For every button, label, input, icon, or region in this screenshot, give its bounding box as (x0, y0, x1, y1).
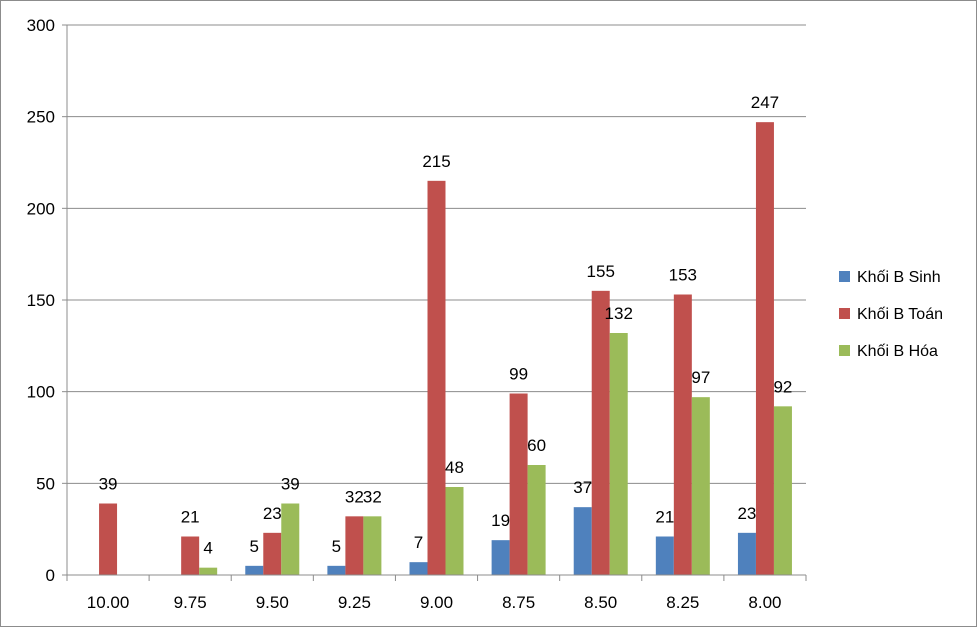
x-tick-label: 8.75 (502, 593, 535, 612)
axes: 0 50 100 150 200 250 300 10.00 9.75 9.50 9.25 9.00 8… (27, 16, 807, 612)
bar (655, 536, 674, 575)
bar (773, 406, 792, 575)
bar (181, 536, 200, 575)
data-label: 32 (363, 487, 382, 506)
bar (527, 465, 546, 575)
bar (409, 562, 428, 575)
x-tick-label: 10.00 (87, 593, 130, 612)
data-label: 23 (263, 504, 282, 523)
data-label: 132 (605, 304, 633, 323)
x-tick-label: 8.50 (584, 593, 617, 612)
legend-swatch (839, 271, 850, 282)
data-label: 247 (751, 93, 779, 112)
data-label: 37 (573, 478, 592, 497)
legend-label: Khối B Hóa (857, 343, 938, 360)
x-tick-label: 9.25 (338, 593, 371, 612)
bar (755, 122, 774, 576)
data-label: 60 (527, 436, 546, 455)
data-label: 7 (414, 533, 423, 552)
y-tick-label: 300 (27, 16, 55, 35)
bar (591, 290, 610, 575)
x-tick-label: 8.25 (666, 593, 699, 612)
data-label: 155 (587, 262, 615, 281)
data-label: 21 (181, 508, 200, 527)
bar (327, 565, 346, 575)
y-tick-label: 50 (36, 474, 55, 493)
x-tick-label: 9.00 (420, 593, 453, 612)
data-label: 23 (737, 504, 756, 523)
legend-swatch (839, 345, 850, 356)
data-labels: 5 5 7 19 37 21 23 39 21 23 32 215 99 155 153 247 4 39 32 48… (99, 93, 793, 558)
bar (691, 397, 710, 575)
y-tick-label: 150 (27, 291, 55, 310)
bar (245, 565, 264, 575)
bar (345, 516, 364, 575)
y-tick-label: 0 (46, 566, 55, 585)
bar (573, 507, 592, 575)
data-label: 32 (345, 487, 364, 506)
bar (609, 333, 628, 575)
data-label: 4 (203, 539, 212, 558)
data-label: 92 (773, 377, 792, 396)
data-label: 99 (509, 365, 528, 384)
bar (363, 516, 382, 575)
data-label: 215 (422, 152, 450, 171)
y-tick-label: 100 (27, 383, 55, 402)
bar (445, 487, 464, 575)
x-tick-label: 9.75 (174, 593, 207, 612)
y-tick-label: 250 (27, 108, 55, 127)
x-tick-label: 8.00 (748, 593, 781, 612)
bar (491, 540, 510, 575)
legend-label: Khối B Toán (857, 306, 943, 323)
legend-swatch (839, 308, 850, 319)
bar (263, 532, 282, 575)
legend: Khối B Sinh Khối B Toán Khối B Hóa (839, 269, 943, 360)
data-label: 39 (281, 475, 300, 494)
bar (427, 180, 446, 576)
data-label: 39 (99, 475, 118, 494)
bars (99, 122, 792, 576)
data-label: 153 (669, 266, 697, 285)
data-label: 5 (250, 537, 259, 556)
data-label: 97 (691, 368, 710, 387)
bar (737, 532, 756, 575)
bar (199, 567, 218, 575)
data-label: 19 (491, 511, 510, 530)
bar (281, 503, 300, 575)
data-label: 21 (655, 508, 674, 527)
bar (99, 503, 118, 575)
data-label: 48 (445, 458, 464, 477)
y-tick-label: 200 (27, 199, 55, 218)
legend-label: Khối B Sinh (857, 269, 941, 286)
data-label: 5 (332, 537, 341, 556)
bar (509, 393, 528, 575)
bar (673, 294, 692, 575)
x-tick-label: 9.50 (256, 593, 289, 612)
